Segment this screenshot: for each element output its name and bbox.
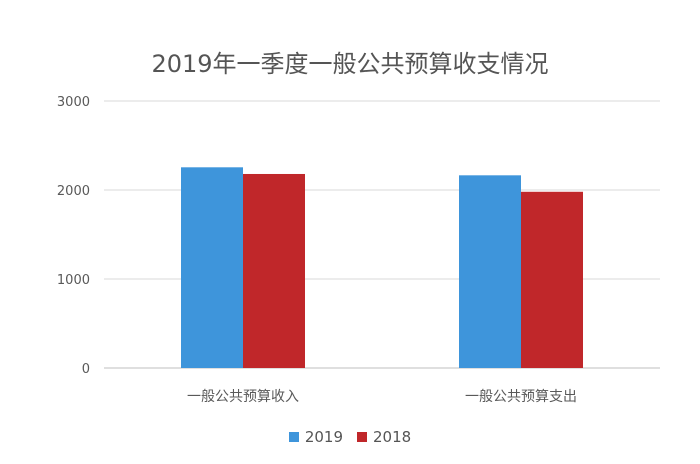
legend-item-series-1: 2019 <box>288 428 343 446</box>
bar-2019-1 <box>181 167 243 368</box>
y-tick-label: 1000 <box>57 273 90 288</box>
legend-label-series-1: 2019 <box>304 428 343 446</box>
y-tick-label: 0 <box>82 362 90 377</box>
y-tick-label: 3000 <box>57 95 90 110</box>
legend: 2019 2018 <box>0 428 700 446</box>
legend-swatch-series-1 <box>288 432 299 442</box>
bar-2019-2 <box>459 175 521 368</box>
x-tick-label: 一般公共预算收入 <box>187 389 299 405</box>
legend-label-series-2: 2018 <box>373 428 412 446</box>
legend-item-series-2: 2018 <box>357 428 411 446</box>
chart-title: 2019年一季度一般公共预算收支情况 <box>151 50 549 78</box>
y-tick-label: 2000 <box>57 184 90 199</box>
bar-2018-1 <box>243 173 305 368</box>
x-tick-label: 一般公共预算支出 <box>465 389 577 405</box>
legend-swatch-series-2 <box>357 432 367 442</box>
bar-2018-2 <box>521 191 583 368</box>
